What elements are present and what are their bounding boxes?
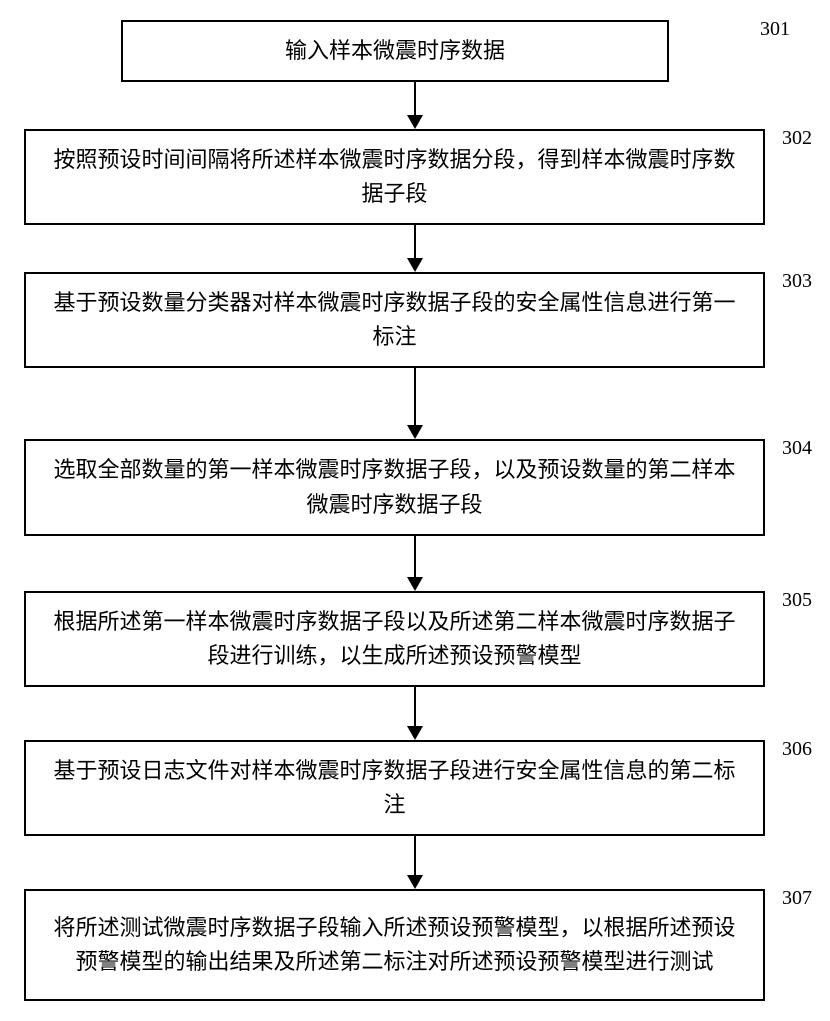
- step-box-301: 输入样本微震时序数据: [121, 20, 669, 82]
- step-box-302: 按照预设时间间隔将所述样本微震时序数据分段，得到样本微震时序数据子段: [24, 129, 765, 225]
- step-box-305: 根据所述第一样本微震时序数据子段以及所述第二样本微震时序数据子段进行训练，以生成…: [24, 591, 765, 687]
- step-text: 输入样本微震时序数据: [285, 34, 505, 68]
- step-row-302: 按照预设时间间隔将所述样本微震时序数据分段，得到样本微震时序数据子段 302: [10, 129, 820, 225]
- step-text: 基于预设日志文件对样本微震时序数据子段进行安全属性信息的第二标注: [44, 754, 745, 822]
- step-row-305: 根据所述第一样本微震时序数据子段以及所述第二样本微震时序数据子段进行训练，以生成…: [10, 591, 820, 687]
- step-label-301: 301: [760, 18, 790, 41]
- arrow-head: [407, 258, 423, 272]
- step-row-307: 将所述测试微震时序数据子段输入所述预设预警模型，以根据所述预设预警模型的输出结果…: [10, 889, 820, 1001]
- step-row-304: 选取全部数量的第一样本微震时序数据子段，以及预设数量的第二样本微震时序数据子段 3…: [10, 439, 820, 535]
- step-label-306: 306: [782, 738, 812, 761]
- arrow-line: [414, 836, 416, 876]
- step-box-303: 基于预设数量分类器对样本微震时序数据子段的安全属性信息进行第一标注: [24, 272, 765, 368]
- arrow-line: [414, 687, 416, 727]
- arrow-down-icon: [407, 687, 423, 740]
- flowchart-container: 输入样本微震时序数据 301 按照预设时间间隔将所述样本微震时序数据分段，得到样本微…: [10, 20, 820, 1001]
- arrow-down-icon: [407, 536, 423, 591]
- arrow-line: [414, 225, 416, 259]
- step-label-307: 307: [782, 887, 812, 910]
- step-text: 按照预设时间间隔将所述样本微震时序数据分段，得到样本微震时序数据子段: [44, 143, 745, 211]
- step-row-306: 基于预设日志文件对样本微震时序数据子段进行安全属性信息的第二标注 306: [10, 740, 820, 836]
- arrow-head: [407, 577, 423, 591]
- arrow-down-icon: [407, 836, 423, 889]
- arrow-head: [407, 875, 423, 889]
- step-box-304: 选取全部数量的第一样本微震时序数据子段，以及预设数量的第二样本微震时序数据子段: [24, 439, 765, 535]
- arrow-head: [407, 425, 423, 439]
- step-row-301: 输入样本微震时序数据 301: [10, 20, 820, 82]
- step-text: 将所述测试微震时序数据子段输入所述预设预警模型，以根据所述预设预警模型的输出结果…: [44, 911, 745, 979]
- step-box-307: 将所述测试微震时序数据子段输入所述预设预警模型，以根据所述预设预警模型的输出结果…: [24, 889, 765, 1001]
- arrow-down-icon: [407, 368, 423, 439]
- step-text: 选取全部数量的第一样本微震时序数据子段，以及预设数量的第二样本微震时序数据子段: [44, 453, 745, 521]
- step-label-302: 302: [782, 127, 812, 150]
- arrow-down-icon: [407, 225, 423, 272]
- arrow-head: [407, 115, 423, 129]
- arrow-line: [414, 82, 416, 116]
- arrow-line: [414, 536, 416, 578]
- step-label-303: 303: [782, 270, 812, 293]
- step-label-304: 304: [782, 437, 812, 460]
- step-row-303: 基于预设数量分类器对样本微震时序数据子段的安全属性信息进行第一标注 303: [10, 272, 820, 368]
- step-text: 基于预设数量分类器对样本微震时序数据子段的安全属性信息进行第一标注: [44, 286, 745, 354]
- step-label-305: 305: [782, 589, 812, 612]
- step-text: 根据所述第一样本微震时序数据子段以及所述第二样本微震时序数据子段进行训练，以生成…: [44, 605, 745, 673]
- step-box-306: 基于预设日志文件对样本微震时序数据子段进行安全属性信息的第二标注: [24, 740, 765, 836]
- arrow-head: [407, 726, 423, 740]
- arrow-down-icon: [407, 82, 423, 129]
- arrow-line: [414, 368, 416, 426]
